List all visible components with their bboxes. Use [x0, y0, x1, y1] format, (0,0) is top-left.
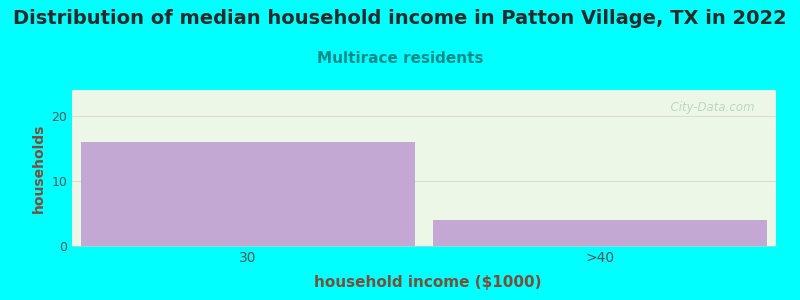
Text: Distribution of median household income in Patton Village, TX in 2022: Distribution of median household income …	[13, 9, 787, 28]
Bar	[433, 220, 767, 246]
Text: household income ($1000): household income ($1000)	[314, 274, 542, 290]
Text: Multirace residents: Multirace residents	[317, 51, 483, 66]
Y-axis label: households: households	[32, 123, 46, 213]
Text: City-Data.com: City-Data.com	[663, 101, 755, 114]
Bar	[81, 142, 415, 246]
